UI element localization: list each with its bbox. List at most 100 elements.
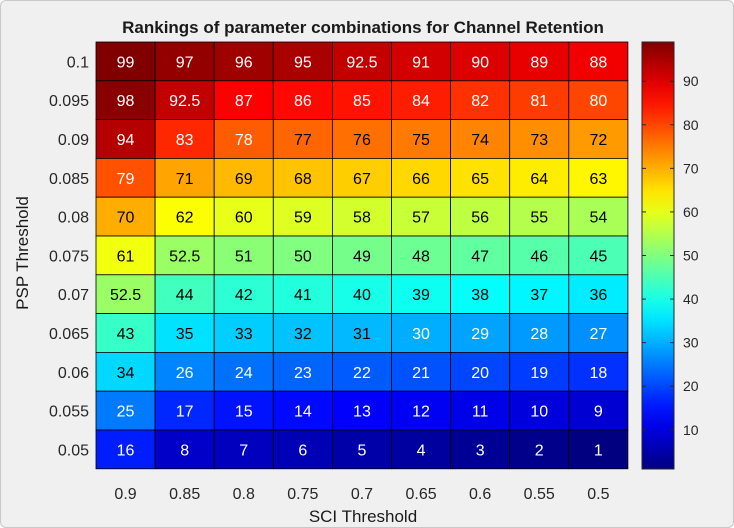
cell-value-label: 67 [353, 171, 371, 188]
cell-value-label: 33 [235, 326, 253, 343]
heatmap-cell [568, 80, 629, 121]
x-tick-label: 0.55 [524, 486, 555, 503]
cell-value-label: 50 [294, 248, 312, 265]
heatmap-cell [272, 119, 333, 159]
cell-value-label: 48 [412, 248, 430, 265]
heatmap-cell [450, 429, 511, 470]
cell-value-label: 32 [294, 326, 312, 343]
cell-value-label: 51 [235, 248, 253, 265]
y-tick-label: 0.05 [58, 442, 89, 459]
heatmap-cell [213, 313, 274, 353]
cell-value-label: 21 [412, 365, 430, 382]
cell-value-label: 52.5 [169, 248, 200, 265]
heatmap-cell [331, 274, 392, 314]
cell-value-label: 63 [589, 171, 607, 188]
cell-value-label: 26 [176, 365, 194, 382]
cell-value-label: 31 [353, 326, 371, 343]
heatmap-cell [95, 313, 156, 353]
y-tick-label: 0.1 [67, 54, 89, 71]
cell-value-label: 3 [476, 442, 485, 459]
cell-value-label: 47 [471, 248, 489, 265]
x-tick-labels: 0.9 0.85 0.8 0.75 0.7 0.65 0.6 0.55 0.5 [114, 486, 609, 503]
heatmap-cell [509, 429, 570, 470]
cell-value-label: 61 [117, 248, 135, 265]
cell-value-label: 24 [235, 365, 253, 382]
cell-value-label: 62 [176, 210, 194, 227]
cell-value-label: 35 [176, 326, 194, 343]
y-tick-label: 0.065 [49, 326, 89, 343]
cell-value-label: 65 [471, 171, 489, 188]
cell-value-label: 41 [294, 287, 312, 304]
heatmap-cell [450, 274, 511, 314]
cell-value-label: 79 [117, 171, 135, 188]
cell-value-label: 10 [530, 404, 548, 421]
heatmap-cell [450, 313, 511, 353]
cell-value-label: 70 [117, 210, 135, 227]
heatmap-cell [391, 41, 451, 82]
colorbar-tick-label: 60 [683, 204, 699, 220]
heatmap-cell [450, 196, 511, 237]
heatmap-cell [95, 119, 156, 159]
heatmap-cell [154, 429, 215, 470]
heatmap-cell [213, 196, 274, 237]
cell-value-label: 90 [471, 54, 489, 71]
cell-value-label: 94 [117, 132, 135, 149]
heatmap-cell [568, 157, 629, 198]
y-tick-label: 0.09 [58, 132, 89, 149]
cell-value-label: 95 [294, 54, 312, 71]
cell-value-label: 1 [594, 442, 603, 459]
cell-value-label: 75 [412, 132, 430, 149]
cell-value-label: 74 [471, 132, 489, 149]
heatmap-cell [95, 274, 156, 314]
cell-value-label: 97 [176, 54, 194, 71]
cell-value-label: 14 [294, 404, 312, 421]
cell-value-label: 88 [589, 54, 607, 71]
x-axis-label: SCI Threshold [309, 507, 417, 526]
heatmap-cell [95, 157, 156, 198]
heatmap-cell [568, 351, 629, 392]
cell-value-label: 17 [176, 404, 194, 421]
heatmap-cell [568, 429, 629, 470]
heatmap-cell [450, 119, 511, 159]
cell-value-label: 4 [417, 442, 426, 459]
heatmap-cell [450, 351, 511, 392]
heatmap-cell [95, 80, 156, 121]
cell-value-label: 29 [471, 326, 489, 343]
colorbar-tick-label: 70 [683, 160, 699, 176]
cell-value-label: 81 [530, 93, 548, 110]
heatmap-cell [213, 41, 274, 82]
colorbar-tick-label: 40 [683, 291, 699, 307]
cell-value-label: 60 [235, 210, 253, 227]
cell-value-label: 69 [235, 171, 253, 188]
colorbar-tick-label: 30 [683, 335, 699, 351]
cell-value-label: 55 [530, 210, 548, 227]
heatmap-cell [213, 119, 274, 159]
heatmap-cell [391, 429, 451, 470]
cell-value-label: 82 [471, 93, 489, 110]
heatmap-cell [568, 390, 629, 431]
heatmap-cell [509, 80, 570, 121]
colorbar-tick-label: 10 [683, 422, 699, 438]
y-tick-label: 0.07 [58, 287, 89, 304]
heatmap-cell [213, 235, 274, 276]
heatmap-cell [213, 429, 274, 470]
heatmap-cell [272, 313, 333, 353]
cell-value-label: 52.5 [110, 287, 141, 304]
x-tick-label: 0.9 [114, 486, 136, 503]
y-tick-label: 0.075 [49, 248, 89, 265]
cell-value-label: 19 [530, 365, 548, 382]
heatmap-cell [213, 80, 274, 121]
cell-value-label: 30 [412, 326, 430, 343]
cell-value-label: 49 [353, 248, 371, 265]
cell-value-label: 20 [471, 365, 489, 382]
heatmap-cell [331, 429, 392, 470]
cell-value-label: 92.5 [169, 93, 200, 110]
heatmap-cell [509, 41, 570, 82]
heatmap-cell [95, 196, 156, 237]
colorbar [641, 41, 675, 470]
heatmap-cell [95, 41, 156, 82]
cell-value-label: 8 [180, 442, 189, 459]
heatmap-cell [95, 390, 156, 431]
